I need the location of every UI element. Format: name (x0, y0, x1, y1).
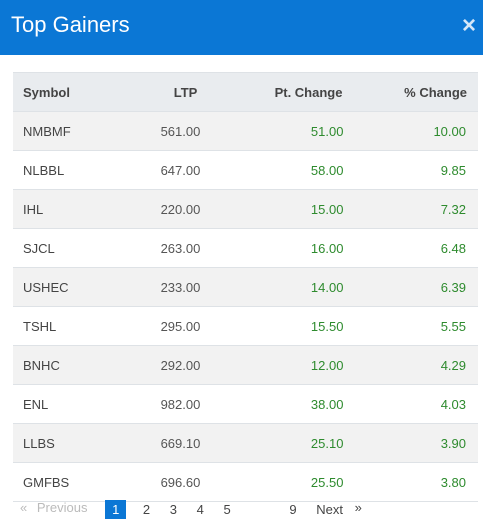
cell-ltp: 233.00 (115, 267, 221, 307)
table-row[interactable]: SJCL 263.00 16.00 6.48 (13, 228, 478, 268)
modal-title: Top Gainers (11, 12, 130, 37)
cell-ltp: 220.00 (115, 189, 221, 229)
cell-pct-change: 4.29 (351, 345, 478, 385)
cell-pt-change: 14.00 (220, 267, 352, 307)
table-row[interactable]: NLBBL 647.00 58.00 9.85 (13, 150, 478, 190)
cell-pt-change: 15.00 (220, 189, 352, 229)
table-row[interactable]: NMBMF 561.00 51.00 10.00 (13, 111, 478, 151)
cell-symbol: SJCL (13, 228, 116, 268)
cell-ltp: 669.10 (115, 423, 221, 463)
cell-symbol: NLBBL (13, 150, 116, 190)
pagination-last[interactable]: » (354, 500, 362, 515)
cell-ltp: 263.00 (115, 228, 221, 268)
cell-pt-change: 51.00 (220, 111, 352, 151)
cell-pct-change: 3.80 (351, 462, 478, 502)
pagination-next[interactable]: Next (316, 502, 343, 517)
cell-pct-change: 5.55 (351, 306, 478, 346)
column-header-pt-change[interactable]: Pt. Change (220, 72, 352, 112)
modal-header: Top Gainers × (0, 0, 483, 55)
pagination-first[interactable]: « (20, 500, 28, 515)
table-header-row: Symbol LTP Pt. Change % Change (13, 72, 478, 112)
table-row[interactable]: IHL 220.00 15.00 7.32 (13, 189, 478, 229)
cell-pt-change: 15.50 (220, 306, 352, 346)
cell-pt-change: 16.00 (220, 228, 352, 268)
gainers-table: Symbol LTP Pt. Change % Change NMBMF 561.… (13, 72, 478, 502)
pagination: « Previous 1 2 3 4 5 9 Next » (20, 500, 362, 520)
cell-ltp: 561.00 (115, 111, 221, 151)
table-row[interactable]: USHEC 233.00 14.00 6.39 (13, 267, 478, 307)
pagination-page-4[interactable]: 4 (196, 502, 204, 517)
cell-pct-change: 3.90 (351, 423, 478, 463)
cell-symbol: LLBS (13, 423, 116, 463)
gainers-table-container: Symbol LTP Pt. Change % Change NMBMF 561.… (13, 72, 478, 502)
cell-symbol: ENL (13, 384, 116, 424)
pagination-previous[interactable]: Previous (36, 500, 88, 515)
cell-ltp: 295.00 (115, 306, 221, 346)
column-header-symbol[interactable]: Symbol (13, 72, 116, 112)
cell-ltp: 647.00 (115, 150, 221, 190)
cell-symbol: GMFBS (13, 462, 116, 502)
cell-ltp: 982.00 (115, 384, 221, 424)
pagination-page-5[interactable]: 5 (223, 502, 231, 517)
pagination-page-9[interactable]: 9 (289, 502, 297, 517)
cell-pct-change: 6.48 (351, 228, 478, 268)
pagination-page-3[interactable]: 3 (169, 502, 178, 517)
close-icon[interactable]: × (461, 12, 476, 39)
cell-symbol: USHEC (13, 267, 116, 307)
cell-pt-change: 58.00 (220, 150, 352, 190)
cell-pct-change: 4.03 (351, 384, 478, 424)
cell-symbol: TSHL (13, 306, 116, 346)
column-header-pct-change[interactable]: % Change (351, 72, 478, 112)
cell-pt-change: 12.00 (220, 345, 352, 385)
cell-pct-change: 7.32 (351, 189, 478, 229)
cell-pct-change: 10.00 (351, 111, 478, 151)
table-row[interactable]: GMFBS 696.60 25.50 3.80 (13, 462, 478, 502)
table-row[interactable]: ENL 982.00 38.00 4.03 (13, 384, 478, 424)
cell-symbol: IHL (13, 189, 116, 229)
pagination-page-1[interactable]: 1 (105, 500, 127, 519)
cell-pt-change: 25.10 (220, 423, 352, 463)
cell-ltp: 696.60 (115, 462, 221, 502)
table-row[interactable]: TSHL 295.00 15.50 5.55 (13, 306, 478, 346)
cell-pt-change: 25.50 (220, 462, 352, 502)
table-row[interactable]: BNHC 292.00 12.00 4.29 (13, 345, 478, 385)
cell-pt-change: 38.00 (220, 384, 352, 424)
pagination-page-2[interactable]: 2 (142, 502, 151, 517)
cell-pct-change: 9.85 (351, 150, 478, 190)
cell-pct-change: 6.39 (351, 267, 478, 307)
cell-symbol: BNHC (13, 345, 116, 385)
cell-symbol: NMBMF (13, 111, 116, 151)
column-header-ltp[interactable]: LTP (115, 72, 221, 112)
table-row[interactable]: LLBS 669.10 25.10 3.90 (13, 423, 478, 463)
cell-ltp: 292.00 (115, 345, 221, 385)
